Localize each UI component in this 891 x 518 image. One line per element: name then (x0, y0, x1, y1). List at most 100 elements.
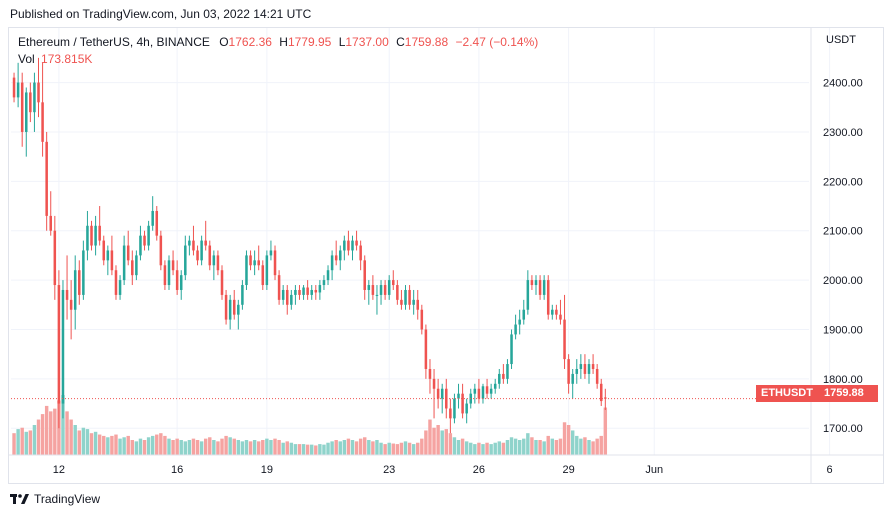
volume-bar (281, 442, 285, 455)
volume-bar (24, 431, 28, 455)
volume-bar (383, 444, 387, 455)
candle-body (379, 285, 383, 295)
volume-bar (542, 441, 546, 455)
candle-body (106, 250, 110, 261)
chart-frame[interactable]: 2400.00 2300.00 2200.00 2100.00 2000.00 1900.… (8, 27, 884, 484)
volume-bar (16, 429, 20, 455)
volume-bar (240, 441, 245, 455)
candle-body (188, 240, 191, 246)
candle-body (25, 92, 28, 132)
volume-bar (493, 442, 497, 455)
candle-body (290, 294, 293, 305)
candle-body (343, 240, 346, 251)
candle-body (371, 285, 375, 295)
legend-open-value: 1762.36 (228, 35, 272, 49)
candle-body (322, 280, 326, 286)
volume-bar (65, 411, 69, 455)
candle-body (45, 141, 48, 216)
volume-bar (530, 437, 534, 455)
candle-body (126, 245, 130, 261)
volume-bar (199, 441, 204, 455)
volume-bar (509, 437, 514, 455)
volume-bar (118, 438, 122, 455)
volume-bar (440, 430, 444, 455)
candle-body (196, 250, 199, 261)
volume-bar (216, 441, 220, 455)
candle-body (461, 393, 464, 414)
candle-body (510, 334, 513, 365)
volume-bar (28, 430, 33, 455)
volume-bar (444, 429, 448, 455)
candle-body (302, 287, 305, 295)
volume-bar (208, 437, 212, 455)
volume-bar (562, 422, 567, 455)
legend-high-value: 1779.95 (287, 35, 332, 49)
candle-body (526, 280, 530, 310)
volume-bar (522, 438, 526, 455)
published-text: Published on TradingView.com, Jun 03, 20… (10, 7, 312, 21)
candle-body (404, 289, 407, 305)
volume-bar (570, 430, 575, 455)
volume-bar (350, 440, 355, 455)
candle-body (253, 260, 256, 266)
candle-body (522, 309, 526, 320)
price-tick-label: 1700.00 (823, 423, 863, 435)
candle-body (457, 393, 460, 399)
candle-body (567, 359, 570, 384)
volume-bar (579, 438, 583, 455)
volume-bar (334, 440, 338, 455)
price-tick-label: 2400.00 (823, 78, 863, 90)
candle-body (245, 255, 248, 286)
volume-bar (293, 444, 298, 455)
volume-bar (155, 434, 159, 455)
volume-bar (432, 427, 436, 455)
time-tick-label: 16 (171, 464, 183, 476)
chart-canvas[interactable]: 2400.00 2300.00 2200.00 2100.00 2000.00 1900.… (9, 28, 883, 483)
legend-close-value: 1759.88 (404, 35, 449, 49)
volume-bar (40, 414, 45, 455)
candle-body (465, 403, 468, 414)
candle-body (502, 373, 505, 379)
candle-body (49, 215, 53, 231)
time-tick-label: 23 (383, 464, 395, 476)
legend-close-label: C (396, 35, 405, 49)
candle-body (110, 250, 114, 271)
volume-bar (289, 442, 294, 455)
volume-bar (134, 441, 139, 455)
volume-bar (464, 441, 469, 455)
price-tick-label: 1800.00 (823, 374, 863, 386)
candle-body (86, 225, 89, 251)
time-tick-label: 12 (53, 464, 65, 476)
candle-body (542, 280, 546, 295)
volume-bar (32, 425, 37, 455)
footer[interactable]: TradingView (10, 492, 100, 506)
candle-body (326, 270, 330, 281)
tradingview-brand: TradingView (34, 492, 101, 506)
candle-body (122, 245, 126, 281)
volume-bar (550, 438, 555, 455)
volume-bar (203, 438, 208, 455)
candle-body (163, 265, 167, 286)
grid-layer (11, 28, 831, 455)
volume-bar (501, 442, 506, 455)
volume-bar (346, 438, 351, 455)
volume-bar (314, 445, 318, 455)
volume-bar (273, 438, 277, 455)
volume-bar (391, 443, 395, 455)
volume-bar (566, 425, 571, 455)
candle-body (477, 388, 481, 399)
candle-body (135, 255, 138, 276)
volume-bar (212, 440, 216, 455)
volume-bar (538, 440, 542, 455)
volume-bar (130, 440, 135, 455)
candle-body (204, 240, 207, 246)
candle-body (375, 294, 379, 296)
volume-bar (44, 405, 49, 455)
candle-body (310, 289, 313, 295)
volume-bar (379, 442, 383, 455)
volume-bar (424, 430, 428, 455)
candle-body (69, 299, 73, 310)
legend-symbol: Ethereum / TetherUS, 4h, BINANCE (18, 35, 210, 49)
volume-bar (97, 434, 102, 455)
candle-body (383, 285, 387, 295)
